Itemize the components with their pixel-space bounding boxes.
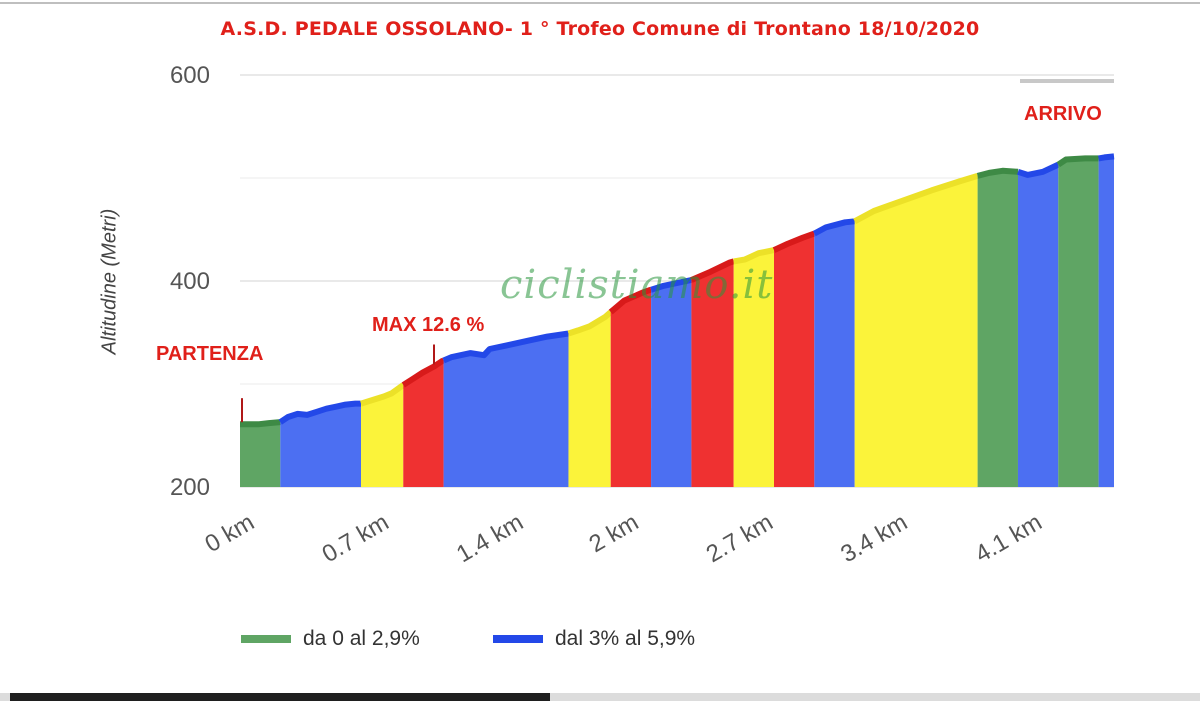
start-annotation: PARTENZA (156, 343, 264, 365)
x-tick-label-0: 0 km (200, 509, 259, 558)
watermark-text: ciclistiamo.it (500, 262, 774, 308)
x-tick-label-1: 0.7 km (318, 509, 394, 568)
profile-line-11 (812, 218, 856, 237)
profile-segment-10-red (774, 233, 815, 487)
scroll-progress-bar[interactable] (0, 693, 1200, 701)
profile-line-9 (733, 247, 775, 265)
profile-line-5 (567, 309, 613, 337)
profile-line-0 (240, 419, 281, 428)
profile-line-15 (1056, 155, 1099, 168)
profile-segment-4-blue (443, 333, 569, 487)
profile-segment-16-blue (1098, 156, 1114, 487)
y-tick-label-600: 600 (170, 62, 210, 89)
profile-line-10 (772, 230, 816, 253)
profile-line-2 (360, 382, 406, 407)
x-tick-label-3: 2 km (585, 509, 644, 558)
profile-line-3 (401, 357, 445, 388)
top-divider (0, 2, 1200, 4)
profile-line-16 (1098, 153, 1115, 162)
profile-segment-7-blue (651, 280, 692, 487)
x-tick-label-4: 2.7 km (702, 509, 778, 568)
x-tick-label-6: 4.1 km (971, 509, 1047, 568)
profile-segment-13-green (977, 170, 1018, 488)
profile-segment-2-yellow (361, 385, 404, 487)
profile-segment-14-blue (1017, 164, 1059, 487)
legend-label-0: da 0 al 2,9% (303, 627, 420, 650)
chart-title: A.S.D. PEDALE OSSOLANO- 1 ° Trofeo Comun… (220, 18, 980, 40)
legend-item-1: dal 3% al 5,9% (493, 627, 695, 651)
profile-segment-15-green (1058, 158, 1099, 487)
profile-line-4 (442, 330, 569, 364)
legend-item-0: da 0 al 2,9% (241, 627, 420, 651)
legend-label-1: dal 3% al 5,9% (555, 627, 696, 650)
profile-segment-11-blue (814, 221, 855, 488)
profile-line-6 (608, 286, 653, 315)
y-tick-label-400: 400 (170, 268, 210, 295)
profile-segment-6-red (610, 289, 652, 487)
profile-line-12 (853, 173, 979, 224)
profile-line-1 (278, 400, 361, 425)
legend-swatch-blue (493, 635, 543, 643)
max-grade-annotation: MAX 12.6 % (372, 314, 485, 336)
profile-segment-0-green (240, 422, 281, 487)
profile-line-14 (1017, 161, 1060, 178)
legend-swatch-green (241, 635, 291, 643)
y-tick-label-200: 200 (170, 474, 210, 501)
finish-annotation: ARRIVO (1024, 103, 1102, 125)
profile-segment-3-red (403, 360, 444, 487)
profile-segment-1-blue (280, 403, 362, 487)
x-tick-label-2: 1.4 km (452, 509, 528, 568)
profile-segment-5-yellow (568, 312, 611, 487)
scroll-progress-fill (10, 693, 550, 701)
profile-segment-12-yellow (854, 175, 978, 487)
profile-line-13 (976, 167, 1019, 179)
profile-segment-8-red (691, 261, 734, 487)
profile-line-7 (650, 277, 693, 293)
x-tick-label-5: 3.4 km (836, 509, 912, 568)
profile-line-8 (690, 258, 735, 283)
profile-segment-9-yellow (733, 250, 775, 487)
